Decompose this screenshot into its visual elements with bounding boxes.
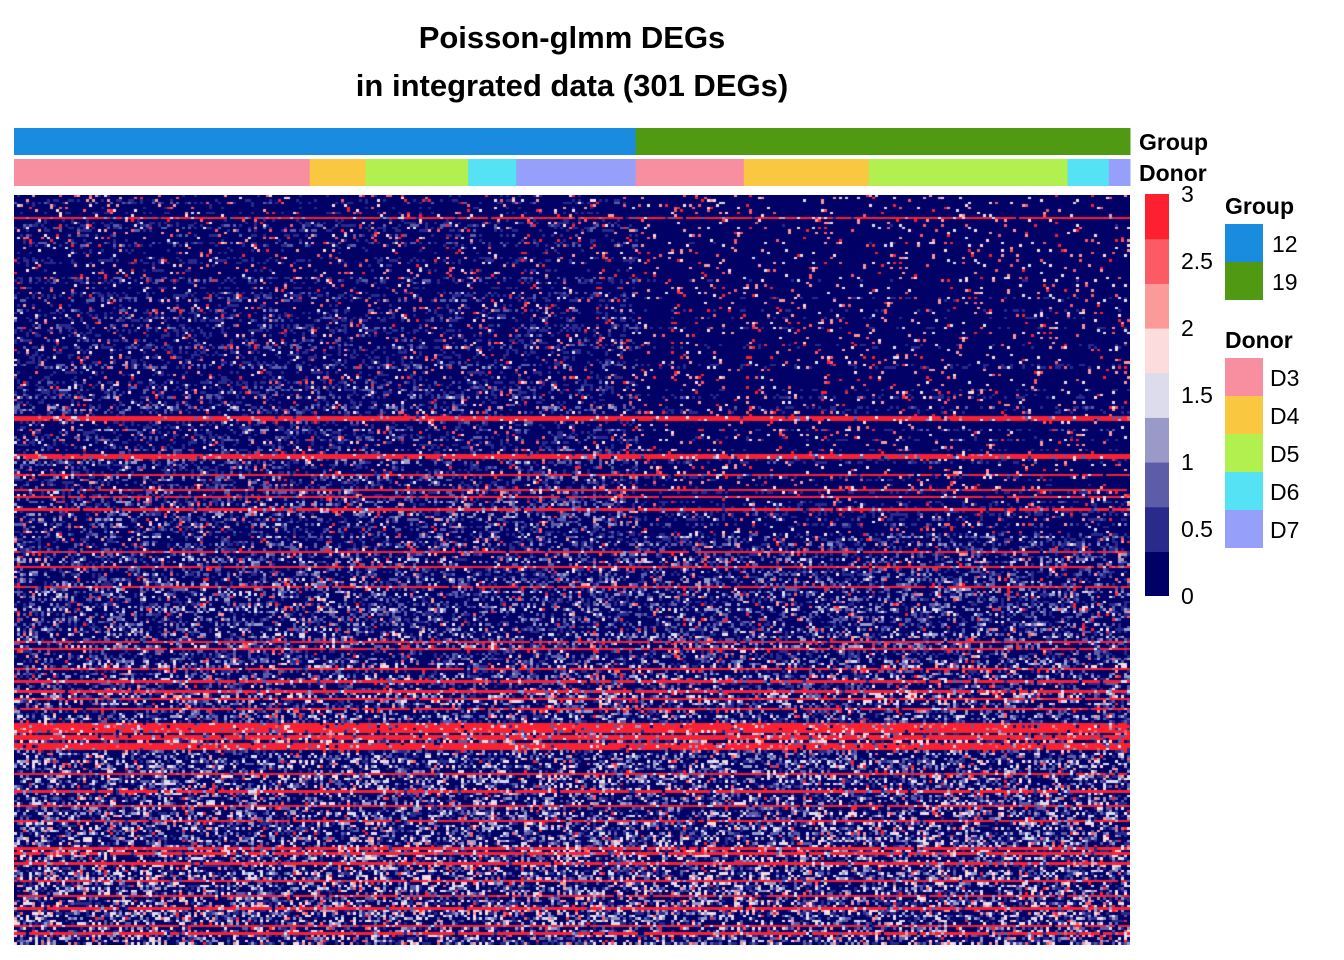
color-scale-bin-4	[1145, 417, 1169, 463]
color-scale-bin-7	[1145, 283, 1169, 329]
color-scale-bin-5	[1145, 372, 1169, 418]
color-scale-tick-label: 1	[1181, 449, 1194, 475]
heatmap-matrix	[14, 195, 1130, 945]
legend-swatch-d5	[1225, 434, 1263, 472]
color-scale-bin-2	[1145, 506, 1169, 552]
color-scale-bin-9	[1145, 194, 1169, 240]
legend-label-d6: D6	[1270, 479, 1300, 505]
donor-legend-title: Donor	[1225, 327, 1293, 353]
donor-track-segment-10-d7	[1108, 159, 1131, 186]
legend-label-d3: D3	[1270, 365, 1300, 391]
color-scale-tick-label: 2.5	[1181, 248, 1213, 274]
color-scale-tick-label: 3	[1181, 181, 1194, 207]
legend-swatch-d7	[1225, 510, 1263, 548]
legend-label-d5: D5	[1270, 441, 1300, 467]
legend-swatch-group-19	[1225, 262, 1263, 300]
color-scale-tick-label: 1.5	[1181, 382, 1213, 408]
group-track-segment-2-19	[635, 128, 1131, 155]
legend-swatch-d4	[1225, 396, 1263, 434]
color-scale-bin-8	[1145, 238, 1169, 284]
legend-label-d4: D4	[1270, 403, 1300, 429]
donor-track-segment-1-d3	[14, 159, 311, 186]
chart-title: Poisson-glmm DEGs in integrated data (30…	[14, 14, 1130, 110]
color-scale-tick-label: 0	[1181, 583, 1194, 609]
donor-track-segment-2-d4	[309, 159, 367, 186]
group-legend-title: Group	[1225, 193, 1294, 219]
color-scale-bin-6	[1145, 328, 1169, 374]
donor-track-segment-5-d7	[516, 159, 637, 186]
donor-track-segment-6-d3	[635, 159, 745, 186]
legend-swatch-d6	[1225, 472, 1263, 510]
color-scale-bar	[1145, 194, 1169, 596]
color-scale-tick-label: 2	[1181, 315, 1194, 341]
title-line-1: Poisson-glmm DEGs	[418, 20, 726, 55]
donor-track-segment-9-d6	[1067, 159, 1110, 186]
legend-label-d7: D7	[1270, 517, 1300, 543]
title-line-2: in integrated data (301 DEGs)	[355, 68, 789, 103]
group-track-label: Group	[1139, 129, 1208, 155]
donor-track-segment-7-d4	[743, 159, 870, 186]
donor-track-segment-4-d6	[468, 159, 517, 186]
legend-label-group-19: 19	[1272, 269, 1298, 295]
color-scale-bin-1	[1145, 551, 1169, 596]
legend-label-group-12: 12	[1272, 231, 1298, 257]
color-scale-bin-3	[1145, 462, 1169, 508]
donor-track-segment-8-d5	[868, 159, 1069, 186]
legend-swatch-d3	[1225, 358, 1263, 396]
donor-track-label: Donor	[1139, 160, 1207, 186]
legend-swatch-group-12	[1225, 224, 1263, 262]
color-scale-tick-label: 0.5	[1181, 516, 1213, 542]
donor-track-segment-3-d5	[365, 159, 469, 186]
group-track-segment-1-12	[14, 128, 637, 155]
